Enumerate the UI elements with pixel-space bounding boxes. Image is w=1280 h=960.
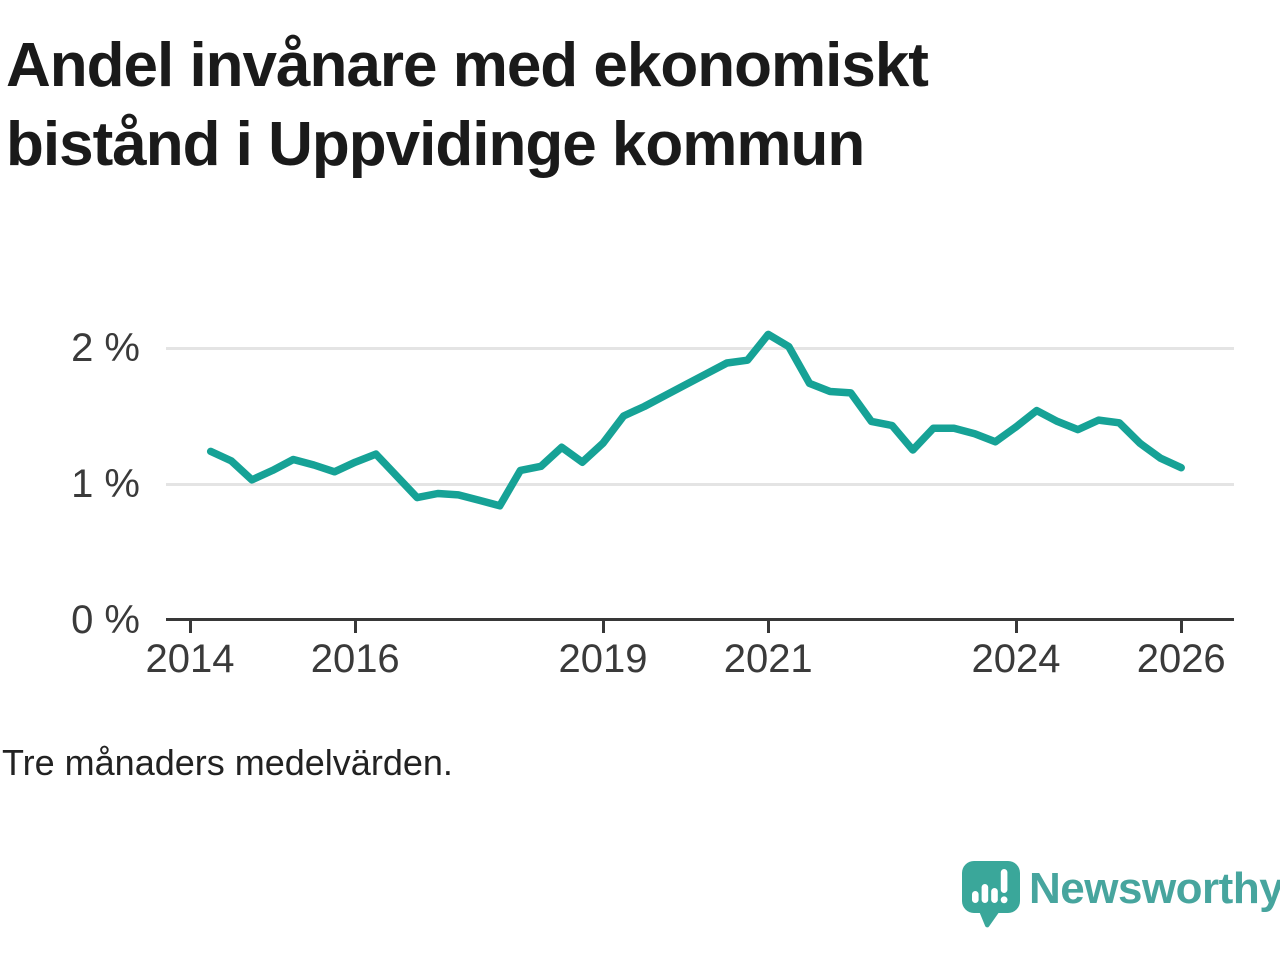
y-axis-label-0-percent: 0 %	[71, 598, 140, 642]
x-axis-label-2021: 2021	[723, 637, 813, 681]
newsworthy-logo-icon	[962, 861, 1020, 928]
y-axis-label-2-percent: 2 %	[71, 326, 140, 370]
x-tick-2016	[353, 620, 357, 633]
chart-footnote: Tre månaders medelvärden.	[2, 742, 453, 783]
gridline-1-percent	[166, 483, 1234, 486]
newsworthy-logo-text: Newsworthy	[1029, 864, 1280, 913]
x-tick-2024	[1014, 620, 1018, 633]
x-axis-line	[166, 618, 1234, 621]
x-tick-2014	[188, 620, 192, 633]
x-axis-label-2014: 2014	[145, 637, 235, 681]
x-axis-label-2016: 2016	[310, 637, 400, 681]
x-tick-2019	[601, 620, 605, 633]
x-tick-2021	[766, 620, 770, 633]
x-axis-label-2019: 2019	[558, 637, 648, 681]
y-axis-label-1-percent: 1 %	[71, 462, 140, 506]
chart-title: Andel invånare med ekonomiskt bistånd i …	[6, 26, 1156, 184]
x-tick-2026	[1179, 620, 1183, 633]
chart-title-line2: bistånd i Uppvidinge kommun	[6, 110, 865, 179]
data-line-uppvidinge	[206, 330, 1185, 510]
gridline-2-percent	[166, 347, 1234, 350]
x-axis-label-2026: 2026	[1136, 637, 1226, 681]
x-axis-label-2024: 2024	[971, 637, 1061, 681]
newsworthy-brand: Newsworthy	[961, 858, 1280, 930]
chart-title-line1: Andel invånare med ekonomiskt	[6, 31, 929, 100]
